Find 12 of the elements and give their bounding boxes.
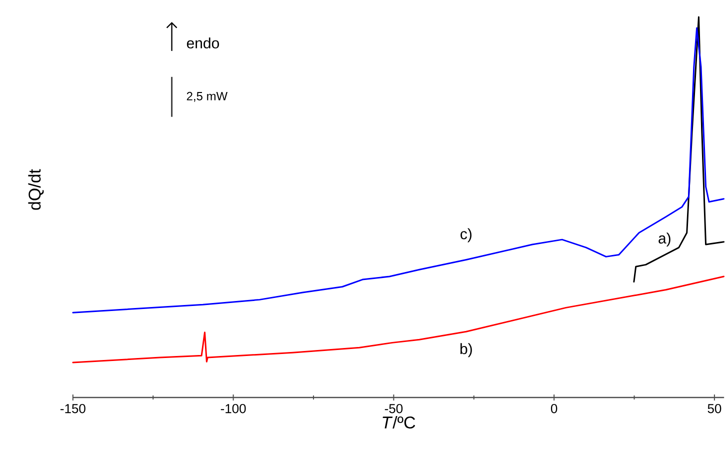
x-tick-label: 0 [550,404,558,414]
y-axis-title: dQ/dt [28,168,44,210]
series-label: b) [460,342,472,357]
series-label: c) [460,228,472,242]
x-axis-title: T/ºC [382,416,416,428]
annotation: endo [186,37,219,48]
x-tick-label: -100 [220,404,246,414]
x-tick-label: 50 [708,404,722,414]
x-tick-label: -150 [60,404,86,414]
annotation: 2,5 mW [186,92,228,102]
series-label: a) [658,232,670,246]
x-tick-label: -50 [384,404,403,414]
